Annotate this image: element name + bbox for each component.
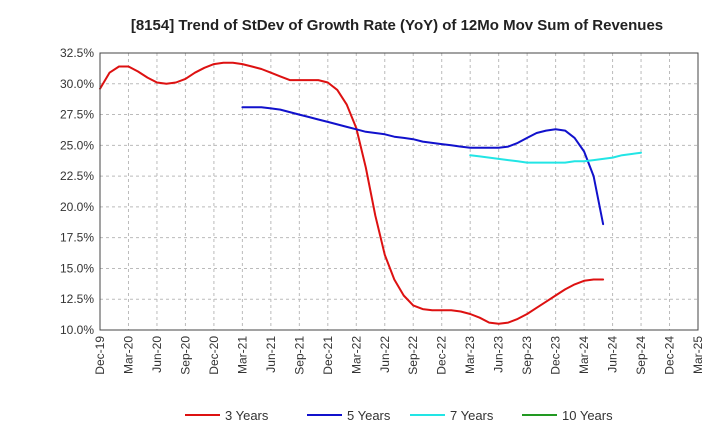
x-tick-label: Dec-20 (207, 336, 221, 375)
x-tick-label: Mar-22 (349, 336, 363, 374)
y-tick-label: 22.5% (60, 169, 94, 183)
y-tick-label: 32.5% (60, 46, 94, 60)
y-tick-label: 12.5% (60, 292, 94, 306)
x-tick-label: Mar-24 (577, 336, 591, 374)
x-tick-label: Jun-24 (606, 336, 620, 373)
y-tick-label: 10.0% (60, 323, 94, 337)
plot-series (99, 61, 642, 325)
x-tick-label: Dec-21 (321, 336, 335, 375)
series-line-5-years (241, 106, 605, 226)
y-tick-label: 27.5% (60, 108, 94, 122)
x-tick-label: Mar-23 (463, 336, 477, 374)
chart-title: [8154] Trend of StDev of Growth Rate (Yo… (131, 17, 663, 34)
legend: 3 Years 5 Years 7 Years 10 Years (185, 408, 613, 423)
series-line-3-years (99, 61, 605, 325)
x-tick-label: Dec-24 (663, 336, 677, 375)
x-tick-label: Sep-21 (292, 336, 306, 375)
x-tick-label: Jun-23 (492, 336, 506, 373)
x-axis: Dec-19 Mar-20 Jun-20 Sep-20 Dec-20 Mar-21 Jun-… (93, 336, 705, 375)
x-tick-label: Sep-24 (634, 336, 648, 375)
y-tick-label: 30.0% (60, 77, 94, 91)
legend-label-10-years: 10 Years (562, 408, 613, 423)
x-tick-label: Mar-21 (235, 336, 249, 374)
x-tick-label: Jun-20 (150, 336, 164, 373)
x-tick-label: Sep-23 (520, 336, 534, 375)
x-tick-label: Jun-22 (378, 336, 392, 373)
y-tick-label: 15.0% (60, 261, 94, 275)
y-tick-label: 17.5% (60, 231, 94, 245)
y-axis: 10.0% 12.5% 15.0% 17.5% 20.0% 22.5% 25.0% 27.5%… (60, 46, 94, 337)
x-tick-label: Sep-22 (406, 336, 420, 375)
legend-label-5-years: 5 Years (347, 408, 391, 423)
plot-area (99, 52, 699, 331)
series-line-7-years (469, 151, 642, 164)
x-tick-label: Dec-19 (93, 336, 107, 375)
x-tick-label: Dec-23 (549, 336, 563, 375)
legend-label-3-years: 3 Years (225, 408, 269, 423)
x-tick-label: Mar-20 (121, 336, 135, 374)
x-tick-label: Sep-20 (178, 336, 192, 375)
x-tick-label: Dec-22 (435, 336, 449, 375)
y-tick-label: 25.0% (60, 138, 94, 152)
legend-label-7-years: 7 Years (450, 408, 494, 423)
y-tick-label: 20.0% (60, 200, 94, 214)
x-tick-label: Mar-25 (691, 336, 705, 374)
x-tick-label: Jun-21 (264, 336, 278, 373)
